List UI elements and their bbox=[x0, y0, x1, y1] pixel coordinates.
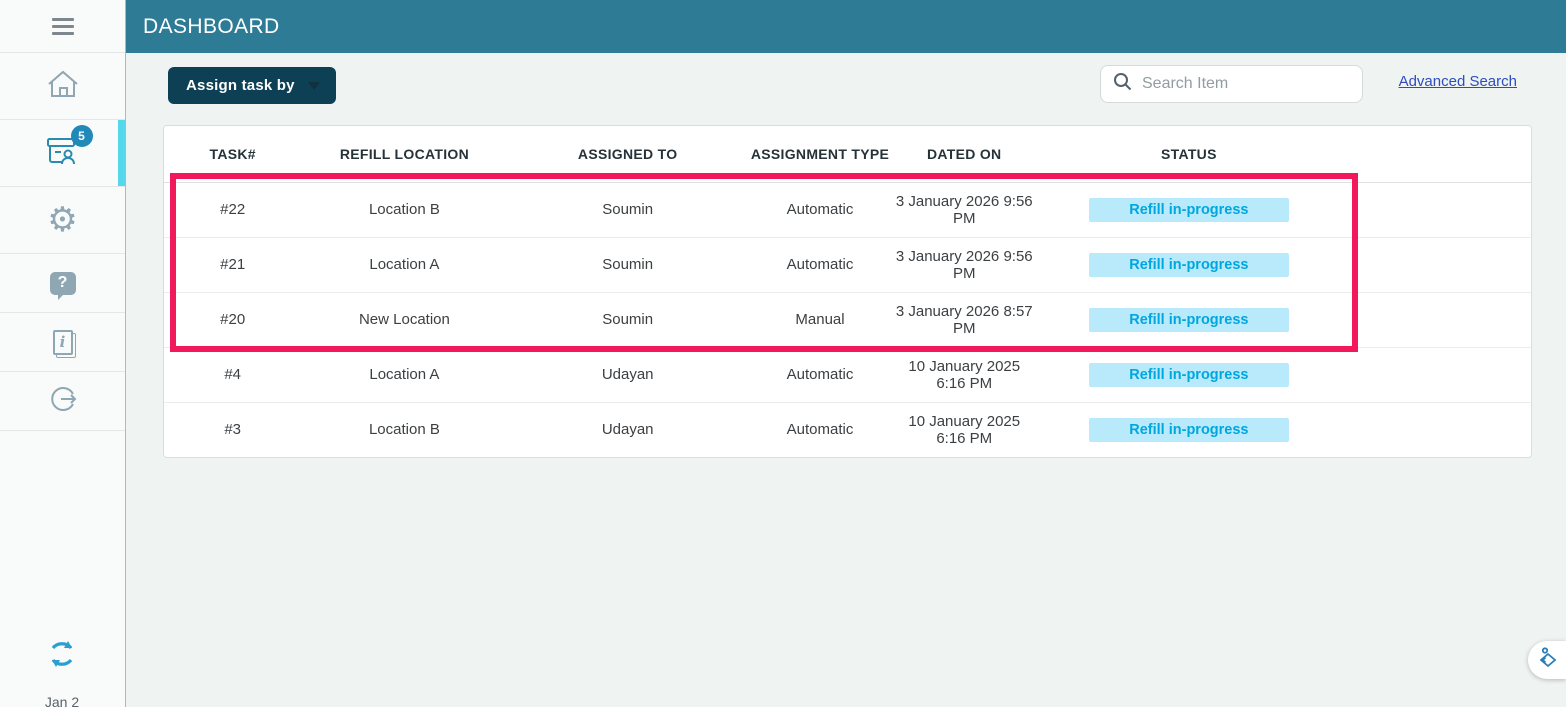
status-badge: Refill in-progress bbox=[1089, 418, 1289, 442]
table-cell-status: Refill in-progress bbox=[1036, 237, 1341, 292]
assign-task-by-button[interactable]: Assign task by bbox=[168, 67, 336, 104]
table-cell-location: Location B bbox=[301, 182, 507, 237]
table-row[interactable]: #21Location ASouminAutomatic3 January 20… bbox=[164, 237, 1531, 292]
table-cell-dated: 3 January 2026 8:57 PM bbox=[892, 292, 1036, 347]
table-cell-type: Manual bbox=[748, 292, 892, 347]
table-cell-type: Automatic bbox=[748, 402, 892, 457]
hamburger-menu-icon bbox=[52, 18, 74, 35]
table-cell-status: Refill in-progress bbox=[1036, 347, 1341, 402]
table-cell-dated: 10 January 2025 6:16 PM bbox=[892, 347, 1036, 402]
table-row[interactable]: #20New LocationSouminManual3 January 202… bbox=[164, 292, 1531, 347]
page-title: DASHBOARD bbox=[143, 15, 280, 39]
floating-widget-tab[interactable] bbox=[1528, 641, 1566, 679]
sidebar: 5 ⚙ ? i Jan 2 bbox=[0, 0, 126, 707]
table-body: #22Location BSouminAutomatic3 January 20… bbox=[164, 182, 1531, 457]
table-cell-status: Refill in-progress bbox=[1036, 402, 1341, 457]
column-header: DATED ON bbox=[892, 126, 1036, 182]
table-cell-assigned: Soumin bbox=[507, 292, 747, 347]
help-icon: ? bbox=[50, 272, 76, 295]
table-cell-assigned: Soumin bbox=[507, 237, 747, 292]
table-cell-task: #22 bbox=[164, 182, 301, 237]
chevron-down-icon bbox=[308, 82, 320, 90]
sidebar-item-home[interactable] bbox=[0, 53, 125, 120]
info-icon: i bbox=[53, 330, 73, 355]
sidebar-footer-text: Jan 2 bbox=[0, 694, 124, 707]
sidebar-item-info[interactable]: i bbox=[0, 313, 125, 372]
sidebar-footer: Jan 2 bbox=[0, 637, 124, 707]
sidebar-item-settings[interactable]: ⚙ bbox=[0, 187, 125, 254]
column-header: ASSIGNED TO bbox=[507, 126, 747, 182]
home-icon bbox=[46, 69, 80, 104]
widget-icon bbox=[1536, 646, 1560, 675]
column-header: STATUS bbox=[1036, 126, 1341, 182]
column-header: ASSIGNMENT TYPE bbox=[748, 126, 892, 182]
table-cell-type: Automatic bbox=[748, 237, 892, 292]
tasks-count-badge: 5 bbox=[71, 125, 93, 147]
table-cell-type: Automatic bbox=[748, 347, 892, 402]
status-badge: Refill in-progress bbox=[1089, 363, 1289, 387]
table-row[interactable]: #3Location BUdayanAutomatic10 January 20… bbox=[164, 402, 1531, 457]
table-cell-assigned: Udayan bbox=[507, 402, 747, 457]
search-box bbox=[1100, 65, 1363, 103]
table-cell-assigned: Udayan bbox=[507, 347, 747, 402]
table-cell-status: Refill in-progress bbox=[1036, 292, 1341, 347]
search-input[interactable] bbox=[1142, 75, 1350, 93]
table-header-row: TASK#REFILL LOCATIONASSIGNED TOASSIGNMEN… bbox=[164, 126, 1531, 182]
table-cell-location: Location A bbox=[301, 347, 507, 402]
table-cell-location: Location B bbox=[301, 402, 507, 457]
table-cell-location: New Location bbox=[301, 292, 507, 347]
advanced-search-link[interactable]: Advanced Search bbox=[1399, 73, 1517, 90]
table-cell-location: Location A bbox=[301, 237, 507, 292]
table-row[interactable]: #22Location BSouminAutomatic3 January 20… bbox=[164, 182, 1531, 237]
search-icon bbox=[1113, 72, 1132, 96]
logout-icon bbox=[48, 384, 78, 419]
table-cell-task: #21 bbox=[164, 237, 301, 292]
table-cell-dated: 3 January 2026 9:56 PM bbox=[892, 182, 1036, 237]
table-cell-task: #4 bbox=[164, 347, 301, 402]
sync-refresh-button[interactable] bbox=[48, 639, 76, 674]
table-cell-dated: 10 January 2025 6:16 PM bbox=[892, 402, 1036, 457]
tasks-table: TASK#REFILL LOCATIONASSIGNED TOASSIGNMEN… bbox=[163, 125, 1532, 458]
sidebar-item-help[interactable]: ? bbox=[0, 254, 125, 313]
status-badge: Refill in-progress bbox=[1089, 198, 1289, 222]
status-badge: Refill in-progress bbox=[1089, 253, 1289, 277]
hamburger-menu-button[interactable] bbox=[0, 0, 125, 53]
settings-gear-icon: ⚙ bbox=[47, 203, 77, 237]
column-header: TASK# bbox=[164, 126, 301, 182]
status-badge: Refill in-progress bbox=[1089, 308, 1289, 332]
table-row[interactable]: #4Location AUdayanAutomatic10 January 20… bbox=[164, 347, 1531, 402]
column-header: REFILL LOCATION bbox=[301, 126, 507, 182]
sidebar-item-tasks[interactable]: 5 bbox=[0, 120, 125, 187]
assign-task-by-label: Assign task by bbox=[186, 77, 295, 94]
table-cell-assigned: Soumin bbox=[507, 182, 747, 237]
top-header-bar: DASHBOARD bbox=[126, 0, 1566, 53]
table-cell-type: Automatic bbox=[748, 182, 892, 237]
sidebar-item-logout[interactable] bbox=[0, 372, 125, 431]
table-cell-dated: 3 January 2026 9:56 PM bbox=[892, 237, 1036, 292]
table-cell-task: #3 bbox=[164, 402, 301, 457]
table-cell-task: #20 bbox=[164, 292, 301, 347]
main-content: Assign task by Advanced Search TASK#REFI… bbox=[126, 53, 1566, 707]
table-cell-status: Refill in-progress bbox=[1036, 182, 1341, 237]
